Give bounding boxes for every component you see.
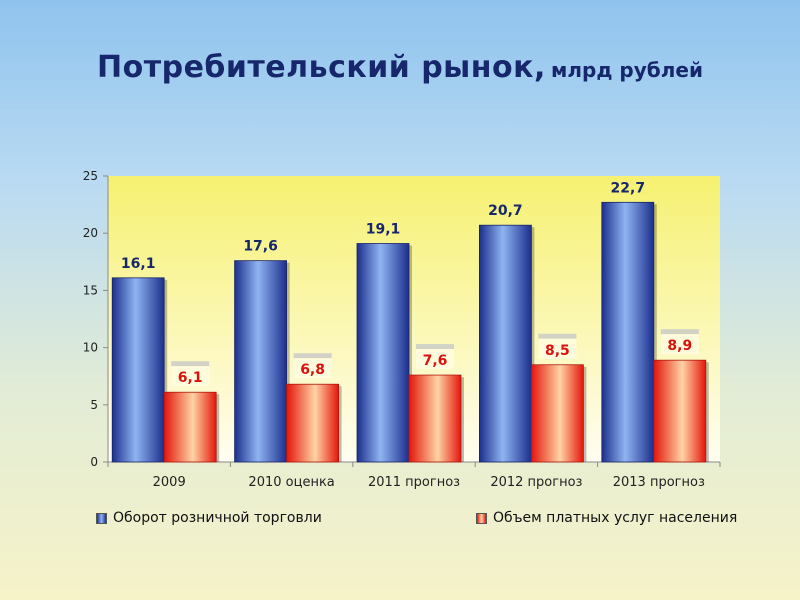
chart-title-unit: млрд рублей: [551, 58, 703, 82]
legend-label-series-1: Оборот розничной торговли: [113, 510, 322, 526]
y-tick-label: 5: [90, 398, 98, 412]
y-tick-label: 10: [83, 341, 98, 355]
chart-title-main: Потребительский рынок,: [97, 50, 546, 85]
data-label: 8,5: [545, 343, 570, 359]
bar-series-2: [408, 374, 462, 463]
legend-label-series-2: Объем платных услуг населения: [493, 510, 738, 526]
x-tick-label: 2010 оценка: [248, 475, 334, 490]
bar-series-2: [653, 359, 707, 463]
data-label-shadow: [416, 344, 454, 350]
data-label-box: [660, 334, 699, 355]
data-label: 7,6: [423, 353, 448, 369]
legend-item-series-1: Оборот розничной торговли: [96, 510, 322, 526]
y-tick-label: 20: [83, 226, 98, 240]
x-tick-label: 2011 прогноз: [368, 475, 460, 490]
x-tick-label: 2013 прогноз: [613, 475, 705, 490]
data-label: 19,1: [366, 221, 401, 237]
data-label: 17,6: [243, 239, 278, 255]
data-label: 20,7: [488, 203, 523, 219]
data-label-shadow: [171, 361, 210, 367]
data-label-shadow: [538, 333, 577, 339]
chart-title: Потребительский рынок, млрд рублей: [0, 50, 800, 85]
legend-swatch-series-1: [96, 512, 107, 524]
bar-series-2: [531, 364, 584, 463]
x-tick-label: 2012 прогноз: [490, 475, 582, 490]
legend-swatch-series-2: [476, 512, 487, 524]
data-label-box: [171, 366, 210, 387]
bar-series-1: [234, 260, 288, 463]
bar-series-2: [286, 383, 340, 463]
bar-series-2: [163, 391, 217, 463]
data-label: 6,8: [300, 362, 325, 378]
bar-series-1: [601, 201, 655, 463]
legend: Оборот розничной торговли Объем платных …: [0, 510, 800, 534]
data-label-box: [293, 358, 332, 379]
data-label: 16,1: [121, 256, 156, 272]
data-label-shadow: [660, 329, 699, 335]
y-tick-label: 0: [90, 455, 98, 469]
bar-series-1: [478, 224, 532, 463]
bars: [111, 201, 709, 463]
y-tick-label: 15: [83, 283, 98, 297]
data-label: 6,1: [178, 370, 203, 386]
legend-item-series-2: Объем платных услуг населения: [476, 510, 737, 526]
bar-series-1: [356, 243, 410, 463]
data-label-box: [538, 338, 577, 359]
data-label: 8,9: [667, 338, 692, 354]
bar-series-1: [111, 277, 165, 463]
data-label-box: [416, 349, 454, 370]
data-label: 22,7: [611, 180, 646, 196]
x-tick-label: 2009: [153, 475, 186, 490]
data-labels: 16,1 17,6 19,1 20,7 22,7 6,1 6,8 7,6 8,5 8,9: [121, 180, 699, 387]
data-label-shadow: [293, 353, 332, 359]
y-tick-label: 25: [83, 169, 98, 183]
